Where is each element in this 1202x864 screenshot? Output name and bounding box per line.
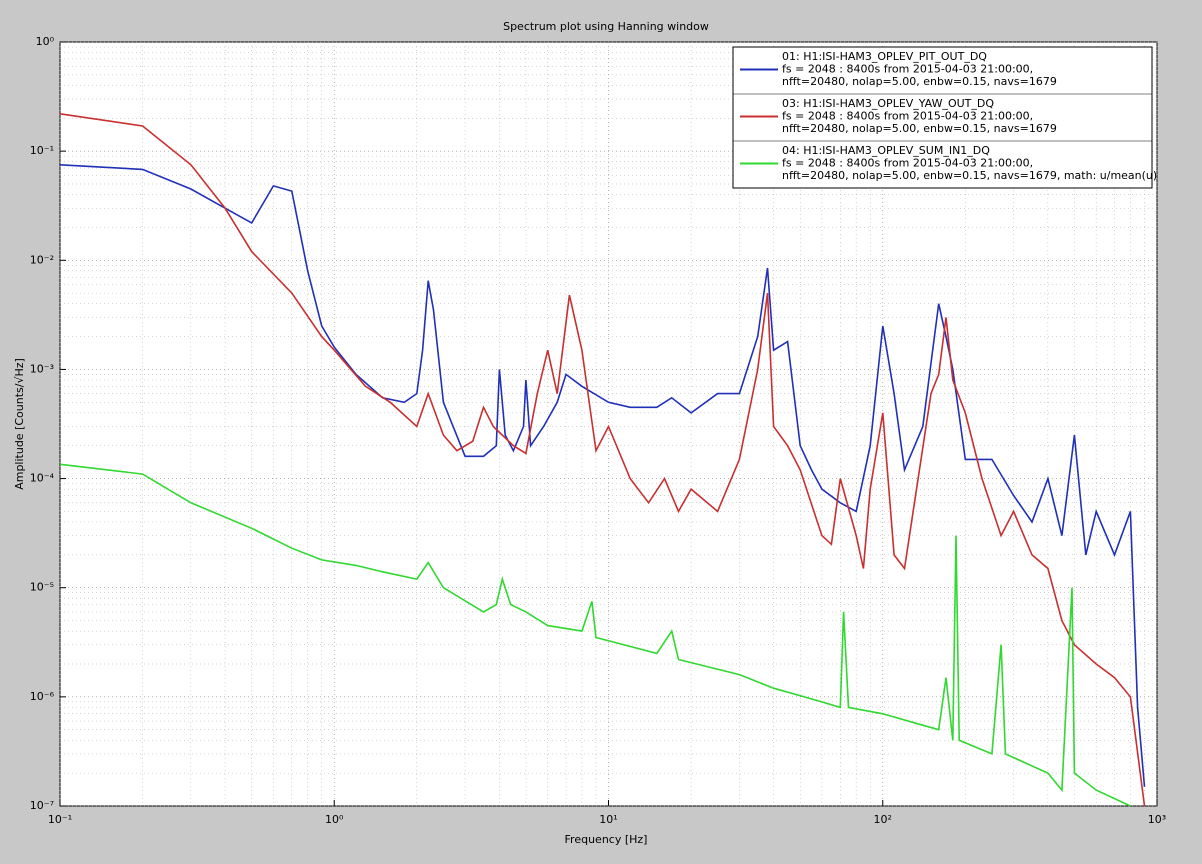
x-tick-label: 10²	[874, 813, 892, 826]
legend-label: 03: H1:ISI-HAM3_OPLEV_YAW_OUT_DQ	[782, 97, 994, 110]
chart-title: Spectrum plot using Hanning window	[503, 20, 709, 33]
legend-label: 04: H1:ISI-HAM3_OPLEV_SUM_IN1_DQ	[782, 144, 990, 157]
y-tick-label: 10⁻⁶	[30, 690, 55, 703]
legend-label: 01: H1:ISI-HAM3_OPLEV_PIT_OUT_DQ	[782, 50, 987, 63]
y-tick-label: 10⁻¹	[30, 144, 54, 157]
legend-detail: nfft=20480, nolap=5.00, enbw=0.15, navs=…	[782, 75, 1057, 88]
legend-detail: fs = 2048 : 8400s from 2015-04-03 21:00:…	[782, 157, 1033, 170]
y-tick-label: 10⁻⁴	[30, 472, 55, 485]
legend-detail: fs = 2048 : 8400s from 2015-04-03 21:00:…	[782, 63, 1033, 76]
y-tick-label: 10⁻⁷	[30, 799, 54, 812]
x-tick-label: 10⁻¹	[48, 813, 72, 826]
series-line	[59, 463, 1131, 807]
x-tick-label: 10⁰	[325, 813, 344, 826]
y-tick-label: 10⁻²	[30, 253, 54, 266]
grid	[59, 41, 1158, 807]
x-tick-label: 10³	[1148, 813, 1166, 826]
legend-detail: fs = 2048 : 8400s from 2015-04-03 21:00:…	[782, 110, 1033, 123]
legend-box	[732, 46, 1153, 189]
series-line	[59, 113, 1146, 807]
x-axis-label: Frequency [Hz]	[565, 833, 648, 846]
y-tick-label: 10⁻³	[30, 362, 54, 375]
series-line	[59, 164, 1146, 787]
x-tick-label: 10¹	[599, 813, 617, 826]
y-tick-label: 10⁻⁵	[30, 581, 54, 594]
y-axis-label: Amplitude [Counts/√Hz]	[13, 358, 26, 490]
legend-detail: nfft=20480, nolap=5.00, enbw=0.15, navs=…	[782, 169, 1157, 182]
lines	[59, 113, 1146, 807]
y-tick-label: 10⁰	[36, 35, 55, 48]
legend-detail: nfft=20480, nolap=5.00, enbw=0.15, navs=…	[782, 122, 1057, 135]
